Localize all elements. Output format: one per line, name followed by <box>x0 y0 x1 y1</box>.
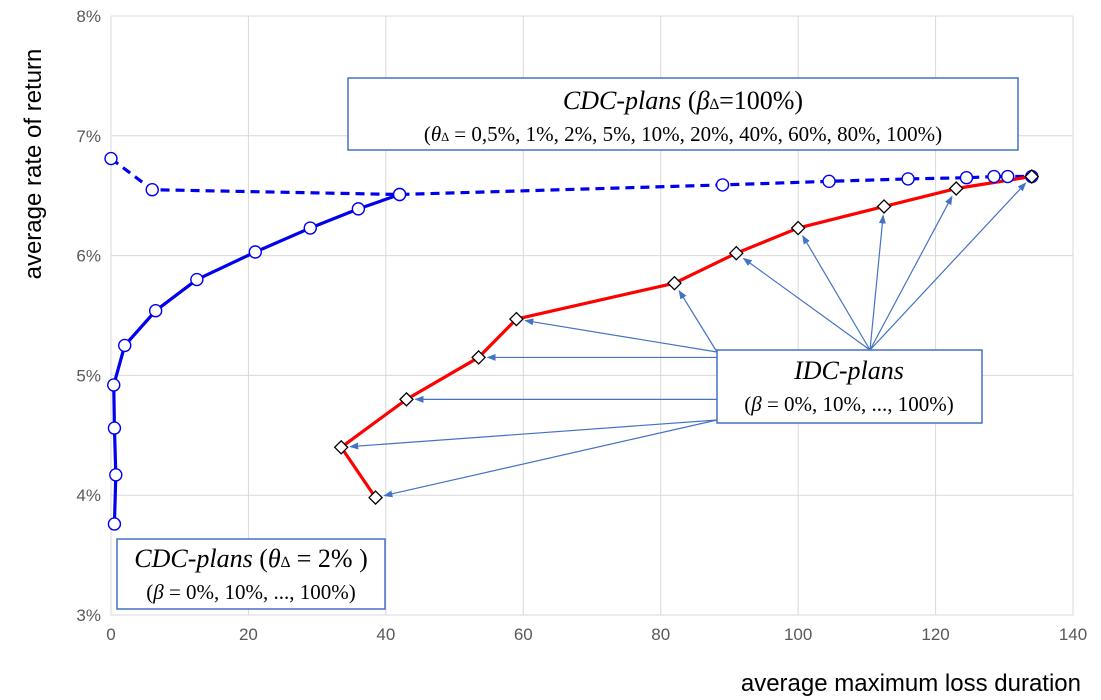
series-line-1 <box>110 157 1032 197</box>
y-axis-ticks: 3% 4% 5% 6% 7% 8% <box>76 7 101 625</box>
data-point-circle <box>107 421 122 435</box>
data-point-circle <box>145 183 159 197</box>
data-point-diamond <box>667 275 682 291</box>
data-point-circle <box>109 468 123 482</box>
data-point-diamond <box>790 220 806 236</box>
data-point-circle <box>104 151 118 166</box>
annotation-cdc-bottom: CDC-plans (θ∆ = 2% ) (β = 0%, 10%, ..., … <box>116 538 386 610</box>
data-point-circle <box>351 202 366 216</box>
idc-arrow <box>349 419 718 450</box>
y-tick-label: 5% <box>76 366 101 385</box>
data-point-circle <box>303 221 317 235</box>
data-point-circle <box>248 245 263 259</box>
y-tick-label: 4% <box>76 486 101 505</box>
data-point-circle <box>715 178 730 192</box>
idc-arrow <box>869 214 886 351</box>
annotation-idc-params: (β = 0%, 10%, ..., 100%) <box>744 392 954 416</box>
annotation-cdc-top-params: (θ∆ = 0,5%, 1%, 2%, 5%, 10%, 20%, 40%, 6… <box>424 122 942 146</box>
data-point-diamond <box>471 350 487 365</box>
data-point-circle <box>959 171 974 185</box>
idc-arrows <box>349 182 1027 498</box>
data-point-circle <box>392 187 407 202</box>
idc-arrow <box>802 234 871 351</box>
data-point-diamond <box>368 490 383 506</box>
x-tick-label: 40 <box>376 625 395 644</box>
series-line-0 <box>112 192 401 524</box>
annotation-cdc-top: CDC-plans (β∆=100%) (θ∆ = 0,5%, 1%, 2%, … <box>347 77 1019 151</box>
data-point-circle <box>1001 169 1015 184</box>
x-axis-ticks: 0 20 40 60 80 100 120 140 <box>106 625 1087 644</box>
idc-arrow <box>869 182 1027 351</box>
idc-arrow <box>383 419 718 498</box>
data-point-circle <box>107 378 121 392</box>
x-axis-title: average maximum loss duration <box>741 670 1081 697</box>
x-tick-label: 80 <box>651 625 670 644</box>
annotation-cdc-bottom-title: CDC-plans (θ∆ = 2% ) <box>134 544 367 573</box>
data-point-diamond <box>948 181 964 196</box>
idc-arrow <box>742 257 871 351</box>
data-point-circle <box>107 517 122 531</box>
data-point-circle <box>901 172 915 186</box>
data-point-circle <box>148 304 163 318</box>
annotation-idc-box <box>716 349 983 424</box>
data-point-circle <box>987 169 1001 184</box>
y-tick-label: 3% <box>76 606 101 625</box>
data-point-circle <box>190 272 204 287</box>
y-tick-label: 8% <box>76 7 101 26</box>
annotation-idc: IDC-plans (β = 0%, 10%, ..., 100%) <box>716 349 983 424</box>
data-series <box>104 151 1040 531</box>
y-tick-label: 7% <box>76 127 101 146</box>
data-point-diamond <box>508 311 524 327</box>
annotation-cdc-bottom-params: (β = 0%, 10%, ..., 100%) <box>146 580 356 604</box>
annotation-cdc-bottom-box <box>116 538 386 610</box>
series-line-2 <box>339 174 1033 499</box>
x-tick-label: 120 <box>921 625 949 644</box>
data-point-circle <box>822 174 836 189</box>
data-point-circle <box>118 338 132 353</box>
y-axis-title: average rate of return <box>20 49 47 280</box>
idc-arrow <box>524 318 718 353</box>
idc-arrow <box>869 195 953 351</box>
x-tick-label: 140 <box>1059 625 1087 644</box>
data-point-diamond <box>876 199 892 214</box>
idc-arrow <box>678 289 718 353</box>
data-point-diamond <box>1024 169 1040 184</box>
data-point-diamond <box>728 245 744 261</box>
data-point-diamond <box>399 391 414 407</box>
x-tick-label: 60 <box>514 625 533 644</box>
data-point-diamond <box>333 439 349 455</box>
x-tick-label: 100 <box>784 625 812 644</box>
annotation-idc-title: IDC-plans <box>793 356 904 385</box>
y-tick-label: 6% <box>76 247 101 266</box>
annotation-cdc-top-title: CDC-plans (β∆=100%) <box>563 86 803 115</box>
annotation-cdc-top-box <box>347 77 1019 151</box>
x-tick-label: 0 <box>106 625 115 644</box>
x-tick-label: 20 <box>239 625 258 644</box>
